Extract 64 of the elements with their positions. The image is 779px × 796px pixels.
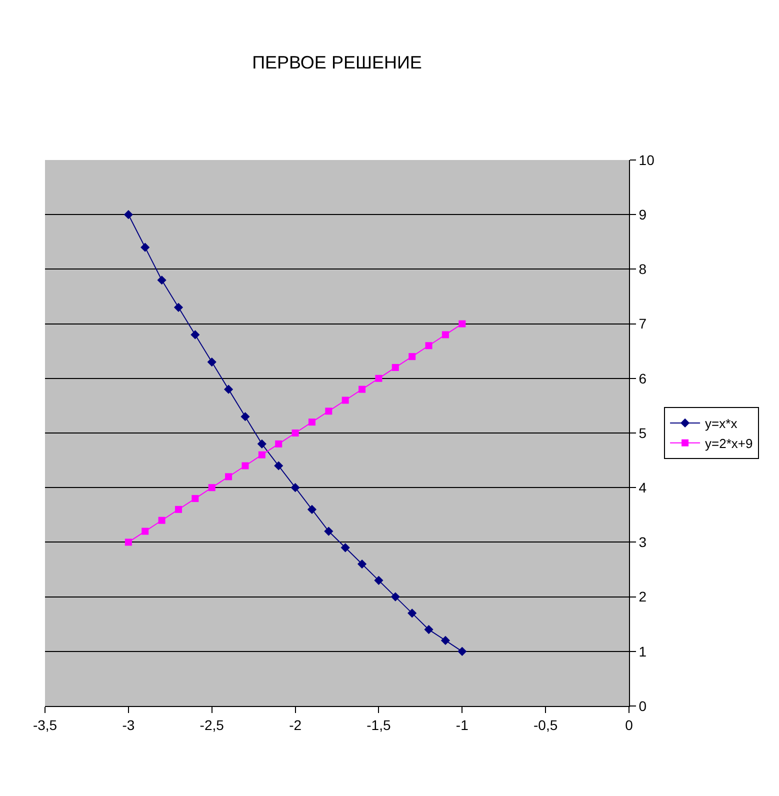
point <box>408 608 417 618</box>
y-tick-label: 9 <box>638 206 647 222</box>
point <box>392 364 399 371</box>
legend-label: y=2*x+9 <box>705 436 753 451</box>
point <box>124 210 133 220</box>
point <box>174 506 182 513</box>
point <box>440 636 450 646</box>
x-tick-label: -2 <box>289 716 302 733</box>
chart-title: ПЕРВОЕ РЕШЕНИЕ <box>252 52 422 72</box>
point <box>140 242 150 252</box>
point <box>424 625 434 634</box>
y-tick-label: 4 <box>638 480 647 496</box>
point <box>292 430 299 436</box>
x-tick-label: -0,5 <box>534 716 558 733</box>
point <box>290 483 300 492</box>
y-tick-label: 8 <box>638 261 647 278</box>
point <box>142 528 149 535</box>
point <box>357 559 367 569</box>
point <box>358 386 366 393</box>
point <box>340 543 350 552</box>
x-tick-label: -3 <box>122 716 135 733</box>
point <box>257 439 266 448</box>
y-tick-label: 6 <box>638 370 647 386</box>
x-tick-label: -1 <box>456 716 469 733</box>
x-tick-label: -3,5 <box>32 716 58 733</box>
point <box>307 504 317 514</box>
point <box>208 484 216 492</box>
x-tick-label: -1,5 <box>366 716 391 733</box>
point <box>192 495 199 502</box>
legend-label: y=x*x <box>705 416 738 432</box>
point <box>325 408 332 415</box>
point <box>258 451 266 458</box>
point <box>375 374 382 382</box>
point <box>374 576 384 585</box>
x-tick-label: -2,5 <box>200 716 224 733</box>
point <box>458 646 467 656</box>
point <box>408 353 416 360</box>
point <box>242 462 249 470</box>
x-tick-label: 0 <box>625 716 634 733</box>
y-tick-label: 3 <box>638 534 647 550</box>
point <box>342 396 349 404</box>
point <box>174 302 184 312</box>
point <box>274 461 284 470</box>
point <box>308 418 316 426</box>
point <box>124 538 132 546</box>
point <box>442 331 449 338</box>
y-tick-label: 5 <box>638 424 647 441</box>
point <box>158 516 166 524</box>
y-tick-label: 1 <box>638 643 647 660</box>
point <box>275 440 282 448</box>
point <box>225 473 232 480</box>
point <box>458 320 466 328</box>
point <box>190 330 200 340</box>
point <box>224 384 234 394</box>
y-tick-label: 10 <box>638 152 655 168</box>
point <box>240 412 250 422</box>
point <box>207 357 216 367</box>
y-tick-label: 7 <box>638 316 647 332</box>
point <box>390 592 400 602</box>
point <box>157 276 166 285</box>
y-tick-label: 0 <box>638 698 647 714</box>
point <box>324 526 334 536</box>
point <box>425 342 432 350</box>
y-tick-label: 2 <box>638 588 647 605</box>
